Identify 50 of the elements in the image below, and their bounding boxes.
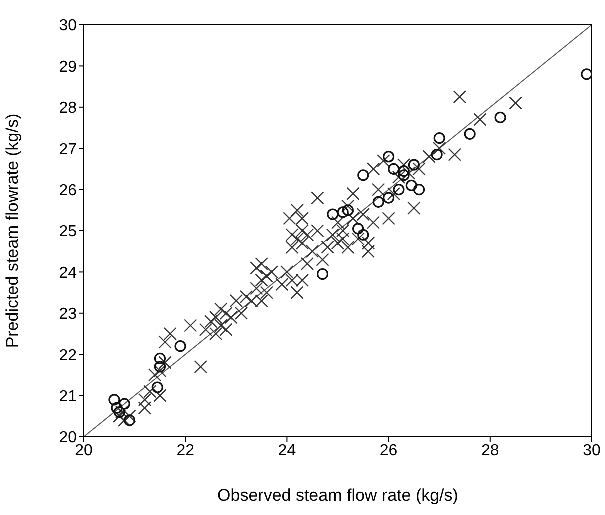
point: [388, 163, 400, 175]
point: [383, 151, 395, 163]
x-axis-title: Observed steam flow rate (kg/s): [218, 486, 458, 505]
point: [383, 192, 395, 204]
point: [327, 208, 339, 220]
x-tick-label: 24: [278, 442, 296, 460]
y-tick-label: 22: [59, 347, 78, 364]
y-tick-label: 27: [59, 141, 78, 158]
point: [398, 165, 410, 178]
point: [358, 170, 370, 182]
y-tick-label: 26: [59, 182, 78, 200]
point: [342, 204, 354, 216]
point: [118, 398, 130, 410]
point: [114, 406, 126, 418]
y-tick-label: 23: [59, 306, 78, 324]
point: [408, 159, 420, 171]
point: [152, 382, 164, 394]
point: [352, 223, 364, 235]
y-tick-label: 29: [59, 58, 78, 76]
point: [154, 352, 166, 365]
point: [108, 394, 120, 406]
x-tick-label: 22: [176, 442, 195, 460]
y-tick-label: 20: [59, 430, 78, 447]
point: [581, 68, 592, 80]
y-tick-label: 24: [59, 264, 78, 282]
x-tick-label: 26: [380, 442, 398, 460]
y-tick-label: 30: [59, 18, 78, 35]
point: [372, 196, 384, 208]
point: [398, 170, 410, 182]
point: [494, 112, 506, 124]
y-tick-label: 25: [59, 224, 78, 241]
point: [434, 132, 446, 144]
point: [154, 361, 166, 373]
x-tick-label: 30: [583, 442, 601, 460]
point: [174, 340, 186, 352]
point: [464, 128, 476, 140]
point: [124, 414, 136, 426]
point: [431, 148, 443, 161]
y-tick-label: 28: [59, 100, 78, 118]
point: [337, 206, 349, 218]
point: [406, 180, 418, 192]
point: [111, 402, 123, 414]
y-axis-title: Predicted steam flowrate (kg/s): [3, 114, 22, 348]
point: [413, 184, 426, 196]
x-tick-label: 28: [482, 442, 500, 460]
y-tick-label: 21: [59, 388, 78, 406]
point: [358, 229, 370, 241]
point: [393, 184, 405, 196]
x-tick-label: 20: [75, 442, 93, 460]
point: [316, 268, 329, 280]
